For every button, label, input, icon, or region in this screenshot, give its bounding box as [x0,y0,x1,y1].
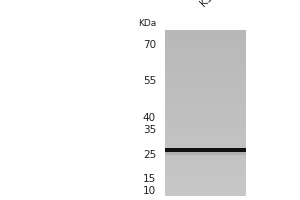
Text: 25: 25 [143,150,156,160]
Text: 35: 35 [143,125,156,135]
Text: 10: 10 [143,186,156,196]
Text: 40: 40 [143,113,156,123]
Text: K562: K562 [198,0,224,8]
Text: KDa: KDa [138,19,156,28]
Text: 70: 70 [143,40,156,50]
Text: 55: 55 [143,76,156,86]
Text: 15: 15 [143,174,156,184]
